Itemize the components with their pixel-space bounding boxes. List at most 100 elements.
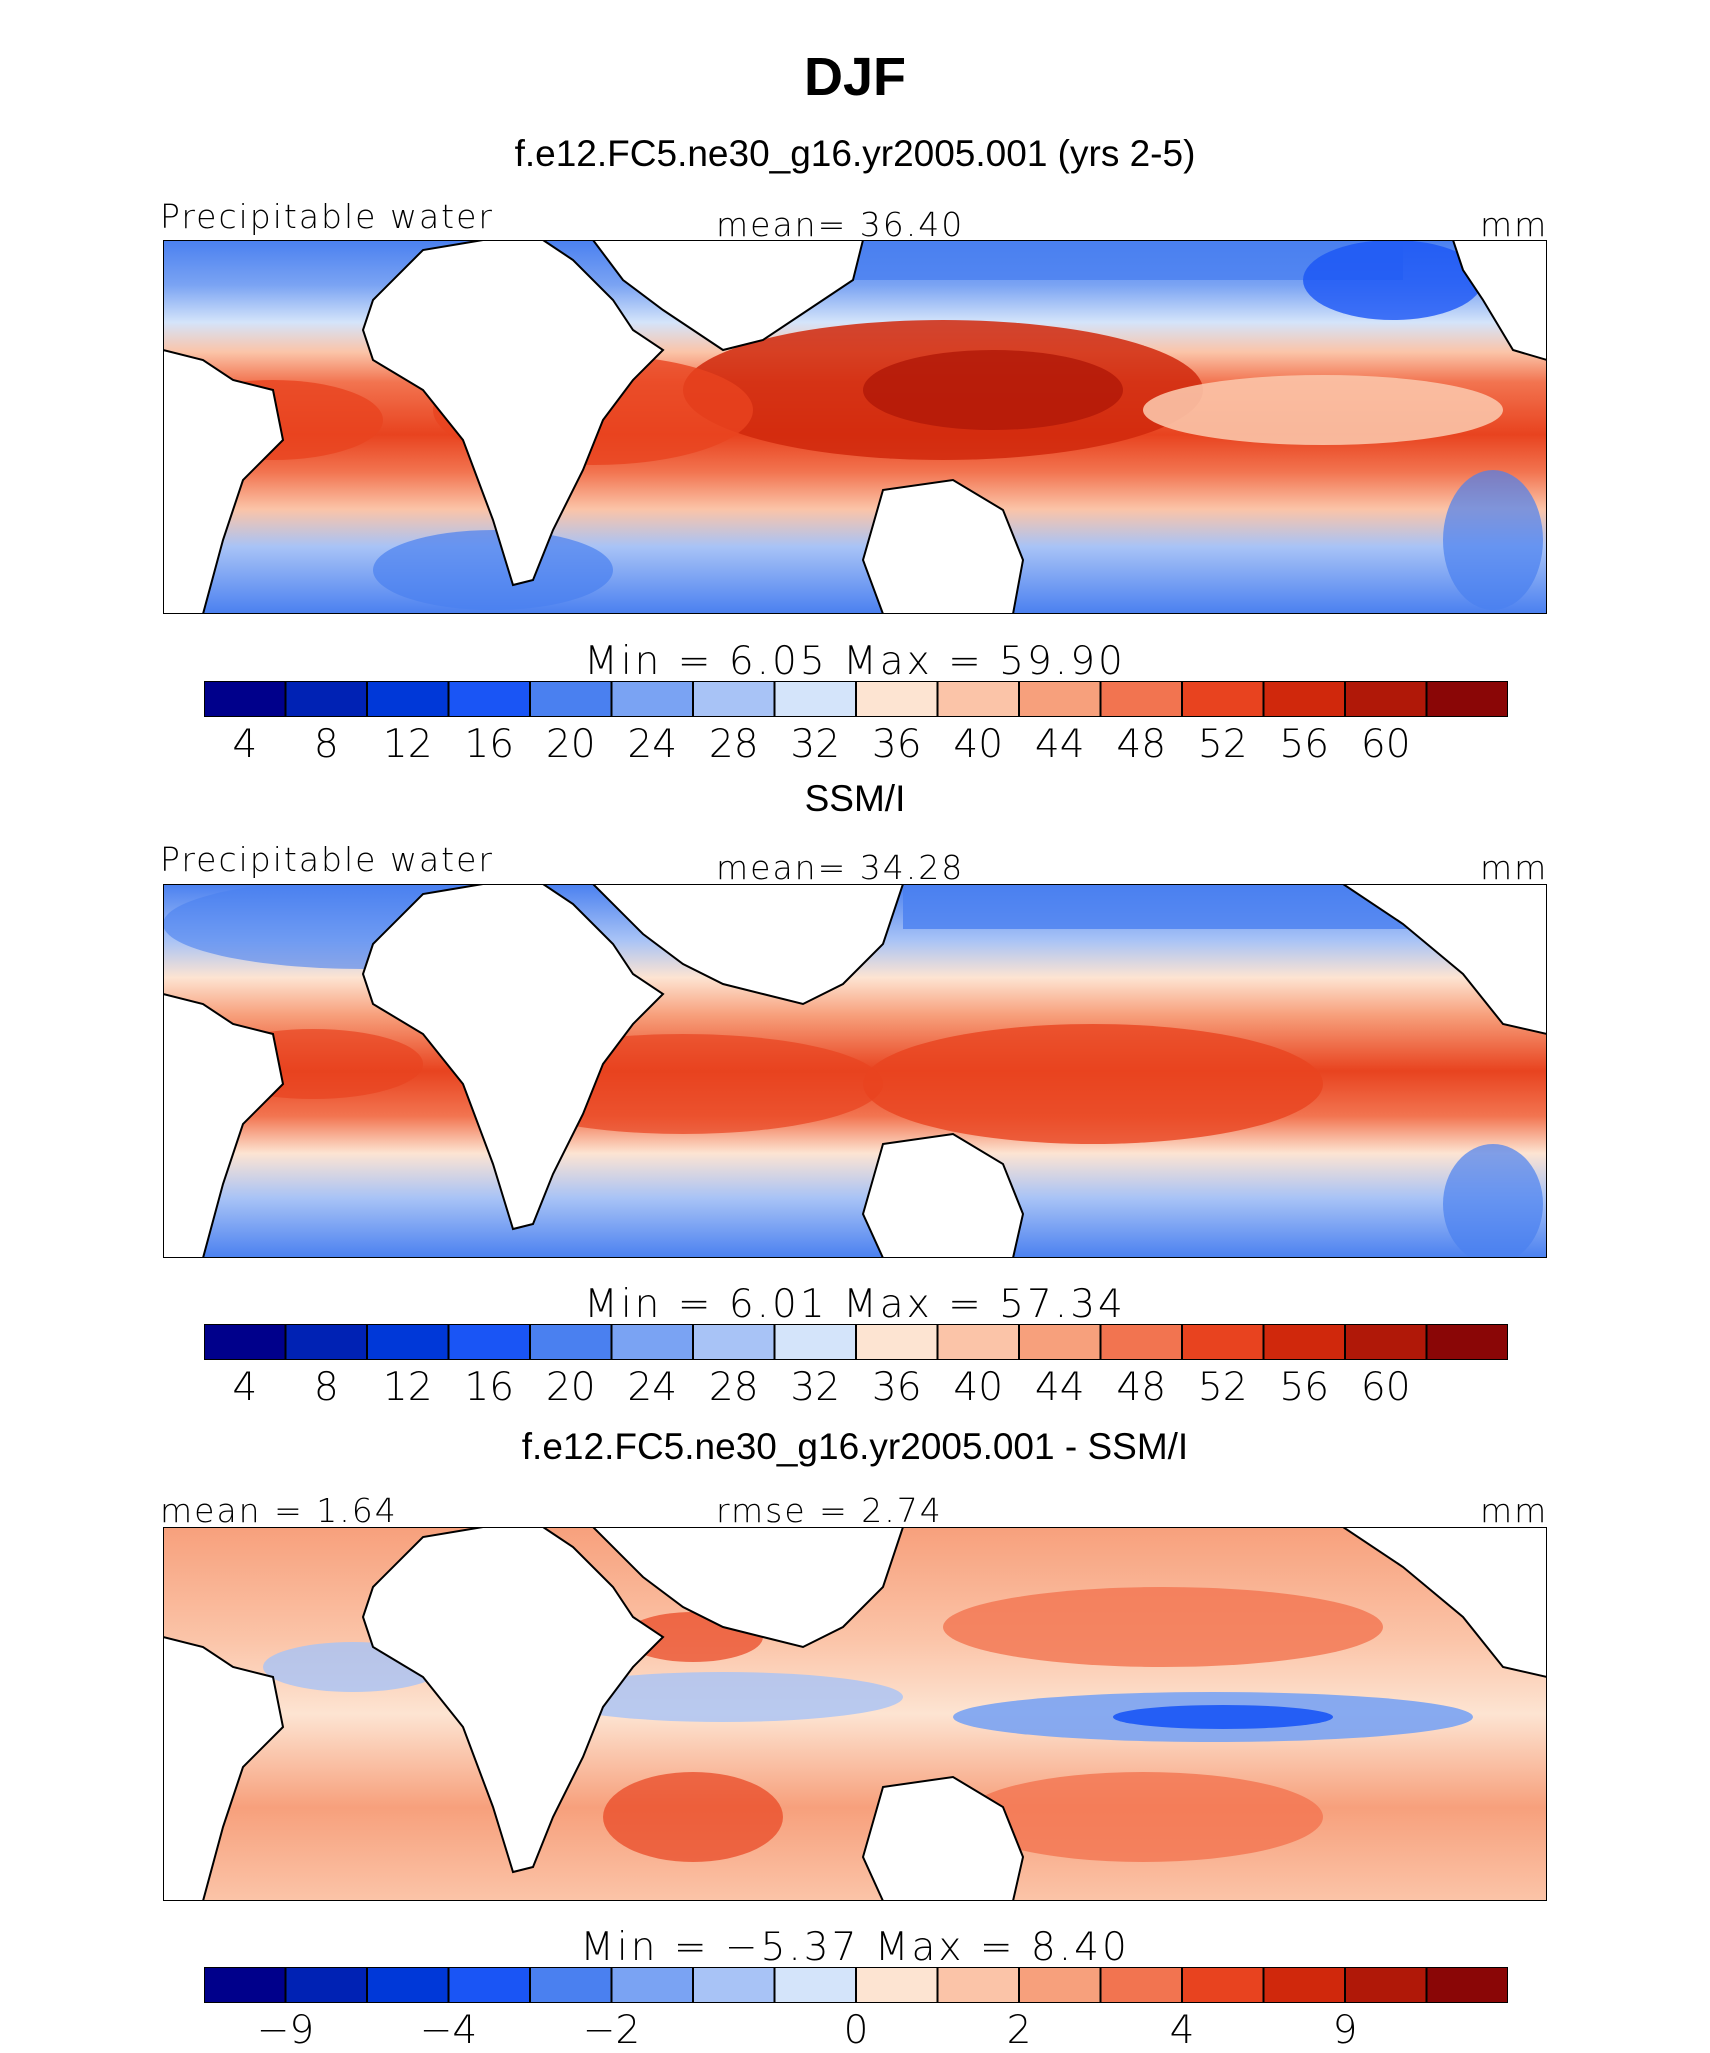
colorbar-swatch (366, 1324, 450, 1360)
colorbar-swatch (773, 1324, 857, 1360)
colorbar-tick-label: 0 (843, 2008, 869, 2053)
panel1-units-label: mm (1480, 205, 1549, 244)
panel1-variable-label: Precipitable water (160, 197, 494, 236)
colorbar-swatch (1425, 681, 1508, 717)
colorbar-tick-label: 32 (790, 1365, 841, 1410)
panel1-mean-label: mean= 36.40 (716, 205, 965, 244)
colorbar-swatch (936, 681, 1020, 717)
colorbar-tick-label: 16 (464, 1365, 515, 1410)
colorbar-swatch (1181, 1967, 1265, 2003)
colorbar-tick-label: 36 (871, 722, 922, 767)
colorbar-swatch (1181, 1324, 1265, 1360)
colorbar-swatch (447, 681, 531, 717)
colorbar-swatch (855, 681, 939, 717)
colorbar-swatch (1018, 1967, 1102, 2003)
colorbar-tick-label: 52 (1197, 1365, 1248, 1410)
panel3-minmax: Min = −5.37 Max = 8.40 (580, 1925, 1130, 1970)
colorbar-swatch (447, 1967, 531, 2003)
colorbar-tick-label: 20 (545, 722, 596, 767)
colorbar-swatch (1099, 681, 1183, 717)
panel2-mean-label: mean= 34.28 (716, 848, 965, 887)
colorbar-tick-label: 40 (953, 1365, 1004, 1410)
colorbar-swatch (773, 1967, 857, 2003)
panel1-colorbar (204, 681, 1508, 717)
colorbar-swatch (447, 1324, 531, 1360)
colorbar-tick-label: 52 (1197, 722, 1248, 767)
panel2-units-label: mm (1480, 848, 1549, 887)
colorbar-swatch (1425, 1324, 1508, 1360)
colorbar-swatch (204, 681, 287, 717)
colorbar-tick-label: 32 (790, 722, 841, 767)
colorbar-swatch (1425, 1967, 1508, 2003)
colorbar-tick-label: 2 (1006, 2008, 1032, 2053)
colorbar-tick-label: 40 (953, 722, 1004, 767)
colorbar-tick-label: 16 (464, 722, 515, 767)
colorbar-swatch (855, 1324, 939, 1360)
colorbar-tick-label: 28 (708, 722, 759, 767)
colorbar-swatch (692, 1967, 776, 2003)
colorbar-swatch (1018, 681, 1102, 717)
colorbar-tick-label: 4 (232, 722, 258, 767)
colorbar-tick-label: 56 (1279, 1365, 1330, 1410)
colorbar-tick-label: 36 (871, 1365, 922, 1410)
colorbar-swatch (366, 1967, 450, 2003)
colorbar-swatch (1344, 681, 1428, 717)
colorbar-swatch (610, 681, 694, 717)
colorbar-tick-label: 20 (545, 1365, 596, 1410)
colorbar-swatch (1262, 681, 1346, 717)
colorbar-tick-label: 24 (627, 1365, 678, 1410)
panel3-rmse-label: rmse = 2.74 (716, 1491, 943, 1530)
panel1-map (163, 240, 1547, 614)
panel2-colorbar (204, 1324, 1508, 1360)
panel2-variable-label: Precipitable water (160, 840, 494, 879)
colorbar-tick-label: 56 (1279, 722, 1330, 767)
panel1-title: f.e12.FC5.ne30_g16.yr2005.001 (yrs 2-5) (514, 133, 1196, 174)
colorbar-tick-label: 8 (313, 722, 339, 767)
colorbar-swatch (692, 681, 776, 717)
panel3-colorbar (204, 1967, 1508, 2003)
colorbar-tick-label: 48 (1116, 722, 1167, 767)
colorbar-swatch (855, 1967, 939, 2003)
colorbar-swatch (773, 681, 857, 717)
colorbar-tick-label: 60 (1360, 722, 1411, 767)
colorbar-swatch (204, 1967, 287, 2003)
panel3-units-label: mm (1480, 1491, 1549, 1530)
colorbar-swatch (610, 1967, 694, 2003)
colorbar-tick-label: 28 (708, 1365, 759, 1410)
panel1-minmax: Min = 6.05 Max = 59.90 (584, 639, 1126, 684)
colorbar-swatch (1018, 1324, 1102, 1360)
colorbar-swatch (284, 1324, 368, 1360)
colorbar-swatch (284, 681, 368, 717)
colorbar-swatch (1344, 1967, 1428, 2003)
colorbar-tick-label: 9 (1332, 2008, 1358, 2053)
colorbar-tick-label: 12 (382, 722, 433, 767)
colorbar-tick-label: −4 (419, 2008, 478, 2053)
colorbar-swatch (1262, 1324, 1346, 1360)
colorbar-tick-label: −9 (256, 2008, 315, 2053)
colorbar-tick-label: 4 (1169, 2008, 1195, 2053)
panel2-minmax: Min = 6.01 Max = 57.34 (584, 1282, 1126, 1327)
colorbar-swatch (610, 1324, 694, 1360)
colorbar-tick-label: 44 (1034, 722, 1085, 767)
colorbar-tick-label: 60 (1360, 1365, 1411, 1410)
panel2-map (163, 884, 1547, 1258)
colorbar-tick-label: 44 (1034, 1365, 1085, 1410)
colorbar-tick-label: 48 (1116, 1365, 1167, 1410)
panel2-title: SSM/I (804, 778, 906, 819)
panel3-map (163, 1527, 1547, 1901)
colorbar-swatch (936, 1967, 1020, 2003)
colorbar-tick-label: −2 (582, 2008, 641, 2053)
colorbar-swatch (204, 1324, 287, 1360)
colorbar-swatch (1262, 1967, 1346, 2003)
colorbar-swatch (366, 681, 450, 717)
colorbar-swatch (529, 1967, 613, 2003)
colorbar-tick-label: 8 (313, 1365, 339, 1410)
colorbar-tick-label: 4 (232, 1365, 258, 1410)
figure-title: DJF (803, 47, 906, 107)
colorbar-swatch (1099, 1967, 1183, 2003)
colorbar-swatch (692, 1324, 776, 1360)
colorbar-swatch (529, 1324, 613, 1360)
colorbar-swatch (529, 681, 613, 717)
panel3-mean-label: mean = 1.64 (160, 1491, 398, 1530)
colorbar-swatch (936, 1324, 1020, 1360)
